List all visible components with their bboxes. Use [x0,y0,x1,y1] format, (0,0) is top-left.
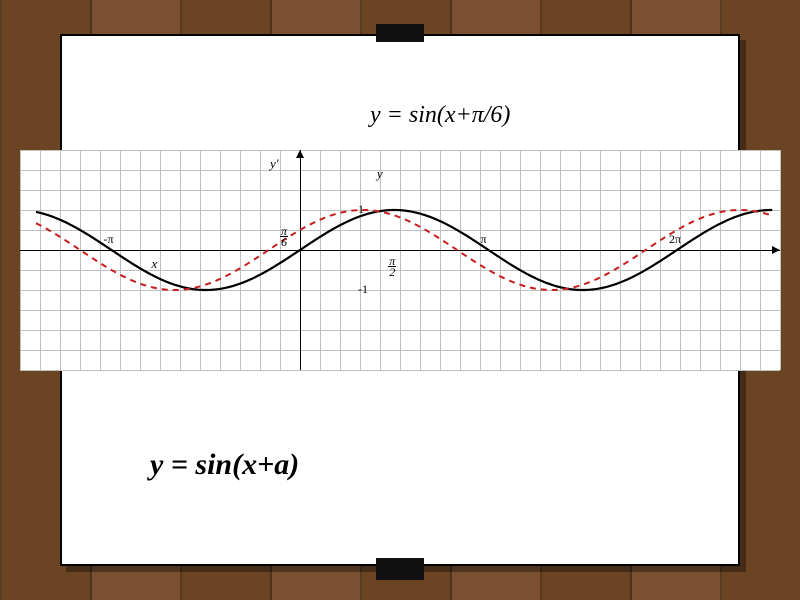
ytick-label: -1 [358,282,368,297]
fraction-label: π6 [280,226,288,247]
equation-general: y = sin(x+a) [150,448,299,482]
chart-curves [20,150,780,370]
xtick-label: 2π [669,232,681,247]
binder-clip-bottom [376,558,424,580]
series-sin_x [36,210,772,290]
equation-shifted: y = sin(x+π/6) [370,102,510,129]
wood-background: y = sin(x+π/6) y′ y x -π π 2π 1 -1 π6 π2 y = sin(… [0,0,800,600]
y-axis-label: y [377,166,383,182]
ytick-label: 1 [358,202,364,217]
fraction-label: π2 [388,256,396,277]
series-sin_x_plus_pi6 [36,210,772,290]
xtick-label: -π [104,232,114,247]
gridline-vertical [780,150,781,370]
xtick-label: π [480,232,486,247]
x-axis-label: x [152,256,158,272]
y-prime-axis-label: y′ [270,156,279,172]
binder-clip-top [376,24,424,42]
gridline-horizontal [20,370,780,371]
chart-panel: y′ y x -π π 2π 1 -1 π6 π2 [20,150,780,370]
